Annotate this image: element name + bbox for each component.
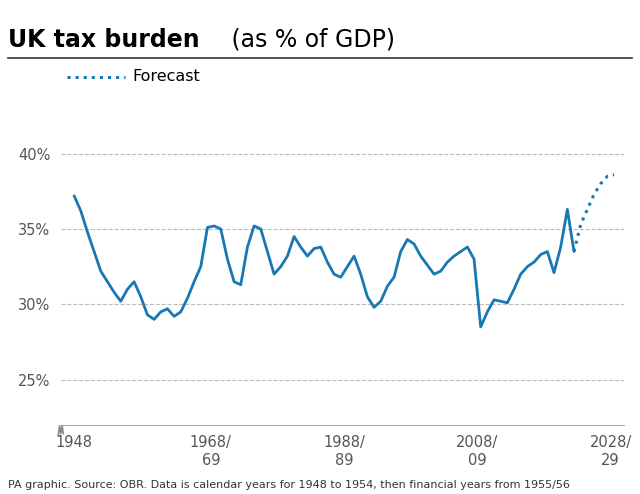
Text: Forecast: Forecast: [132, 69, 200, 84]
Text: PA graphic. Source: OBR. Data is calendar years for 1948 to 1954, then financial: PA graphic. Source: OBR. Data is calenda…: [8, 480, 570, 490]
Text: UK tax burden: UK tax burden: [8, 28, 199, 52]
Text: (as % of GDP): (as % of GDP): [224, 28, 395, 52]
